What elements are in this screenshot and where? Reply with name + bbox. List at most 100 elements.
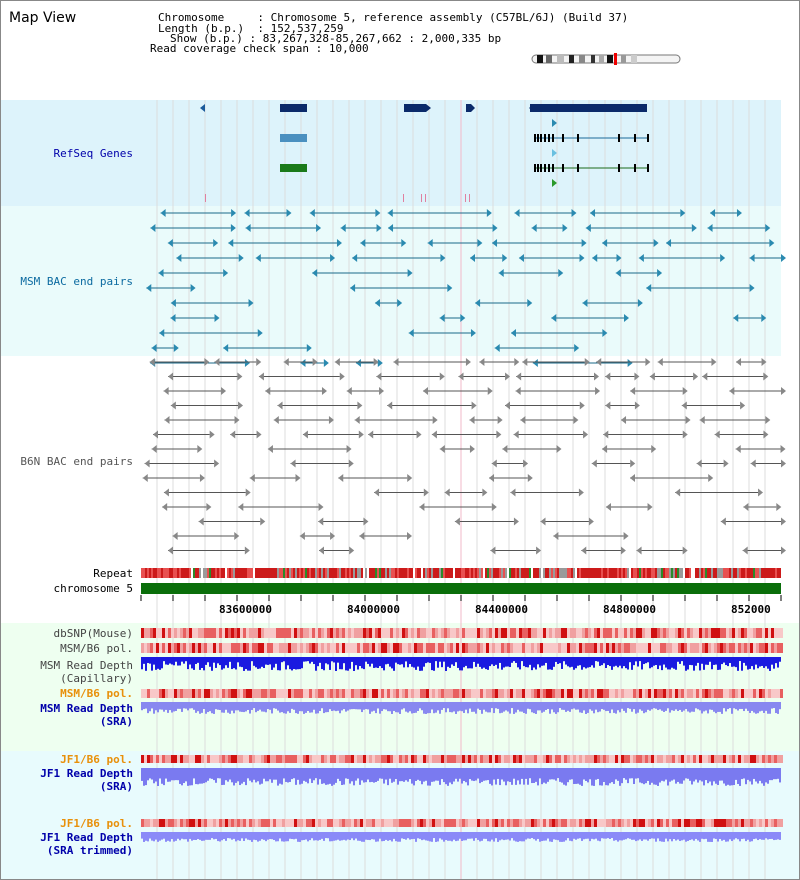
depth-bar	[271, 657, 273, 670]
track-label-msm-bac[interactable]: MSM BAC end pairs	[20, 275, 133, 288]
depth-bar	[745, 832, 747, 842]
bac-end-arrow	[256, 358, 262, 366]
heat-cell	[219, 628, 222, 638]
bac-end-arrow	[206, 503, 212, 511]
heat-cell	[729, 819, 732, 827]
track-label-chromosome[interactable]: chromosome 5	[53, 582, 133, 595]
heat-cell	[309, 755, 312, 763]
heat-cell	[309, 628, 312, 638]
track-label-msm-b6-pol-2[interactable]: MSM/B6 pol.	[60, 687, 133, 700]
depth-bar	[381, 702, 383, 712]
bac-end-arrow	[176, 254, 182, 262]
bac-end-arrow	[685, 416, 691, 424]
bac-end-arrow	[623, 314, 629, 322]
depth-bar	[713, 657, 715, 665]
heat-cell	[369, 689, 372, 698]
heat-cell	[468, 755, 471, 763]
heat-cell	[492, 628, 495, 638]
depth-bar	[537, 657, 539, 665]
repeat-mark	[311, 568, 313, 578]
heat-cell	[387, 628, 390, 638]
track-label-repeat[interactable]: Repeat	[93, 567, 133, 580]
bac-end-arrow	[486, 209, 492, 217]
track-label-msm-b6-pol[interactable]: MSM/B6 pol.	[60, 642, 133, 655]
depth-bar	[627, 832, 629, 839]
bac-end-arrow	[346, 445, 352, 453]
depth-bar	[391, 768, 393, 783]
depth-bar	[147, 702, 149, 714]
bac-end-arrow	[309, 209, 315, 217]
bac-end-arrow	[286, 209, 292, 217]
depth-bar	[313, 657, 315, 665]
depth-bar	[187, 702, 189, 711]
depth-bar	[299, 768, 301, 785]
depth-bar	[687, 702, 689, 712]
repeat-mark	[325, 568, 327, 578]
repeat-mark	[445, 568, 447, 578]
depth-bar	[221, 702, 223, 713]
heat-cell	[411, 643, 414, 653]
bac-end-arrow	[470, 254, 476, 262]
depth-bar	[665, 702, 667, 711]
repeat-mark	[439, 568, 441, 578]
depth-bar	[193, 768, 195, 779]
heat-cell	[258, 689, 261, 698]
depth-bar	[627, 768, 629, 784]
depth-bar	[609, 702, 611, 714]
repeat-mark	[291, 568, 293, 578]
heat-cell	[333, 755, 336, 763]
depth-bar	[731, 768, 733, 786]
repeat-mark	[707, 568, 709, 578]
heat-cell	[585, 628, 588, 638]
heat-cell	[381, 689, 384, 698]
depth-bar	[321, 832, 323, 839]
heat-cell	[723, 689, 726, 698]
depth-bar	[189, 657, 191, 665]
depth-bar	[549, 832, 551, 842]
depth-bar	[683, 702, 685, 711]
depth-bar	[587, 832, 589, 839]
track-label-jf1-b6-pol[interactable]: JF1/B6 pol.	[60, 753, 133, 766]
track-label-jf1-b6-pol-2[interactable]: JF1/B6 pol.	[60, 817, 133, 830]
depth-bar	[265, 702, 267, 713]
heat-cell	[153, 689, 156, 698]
depth-bar	[691, 832, 693, 840]
track-label-refseq[interactable]: RefSeq Genes	[53, 147, 133, 160]
chromosome-ideogram[interactable]	[529, 52, 685, 66]
bac-end-arrow	[302, 430, 308, 439]
depth-bar	[379, 768, 381, 779]
depth-bar	[291, 657, 293, 671]
depth-bar	[615, 657, 617, 666]
depth-bar	[165, 768, 167, 779]
track-label-jf1-read-depth-trimmed[interactable]: JF1 Read Depth (SRA trimmed)	[40, 831, 133, 857]
heat-cell	[435, 819, 438, 827]
heat-cell	[291, 628, 294, 638]
depth-bar	[675, 768, 677, 784]
gene-block	[280, 104, 307, 112]
track-label-b6n-bac[interactable]: B6N BAC end pairs	[20, 455, 133, 468]
heat-cell	[474, 689, 477, 698]
depth-bar	[287, 702, 289, 712]
depth-bar	[419, 768, 421, 781]
depth-bar	[467, 657, 469, 669]
heat-cell	[411, 819, 414, 827]
bac-end-arrow	[256, 430, 262, 439]
repeat-mark	[741, 568, 743, 578]
header-coverage-row: Read coverage check span : 10,000	[150, 42, 369, 55]
track-label-msm-read-depth-capillary[interactable]: MSM Read Depth (Capillary)	[40, 659, 133, 685]
bac-end-arrow	[556, 445, 562, 453]
bac-end-arrow	[498, 269, 504, 277]
bac-end-arrow	[209, 430, 215, 439]
heat-cell	[432, 755, 435, 763]
track-label-dbsnp[interactable]: dbSNP(Mouse)	[53, 627, 133, 640]
track-label-jf1-read-depth-sra[interactable]: JF1 Read Depth (SRA)	[40, 767, 133, 793]
depth-bar	[239, 832, 241, 841]
repeat-mark	[475, 568, 477, 578]
heat-cell	[156, 689, 159, 698]
depth-bar	[291, 702, 293, 709]
track-label-msm-read-depth-sra[interactable]: MSM Read Depth (SRA)	[40, 702, 133, 728]
depth-bar	[543, 768, 545, 783]
depth-bar	[721, 702, 723, 714]
repeat-mark	[651, 568, 653, 578]
bac-end-arrow	[162, 503, 168, 511]
